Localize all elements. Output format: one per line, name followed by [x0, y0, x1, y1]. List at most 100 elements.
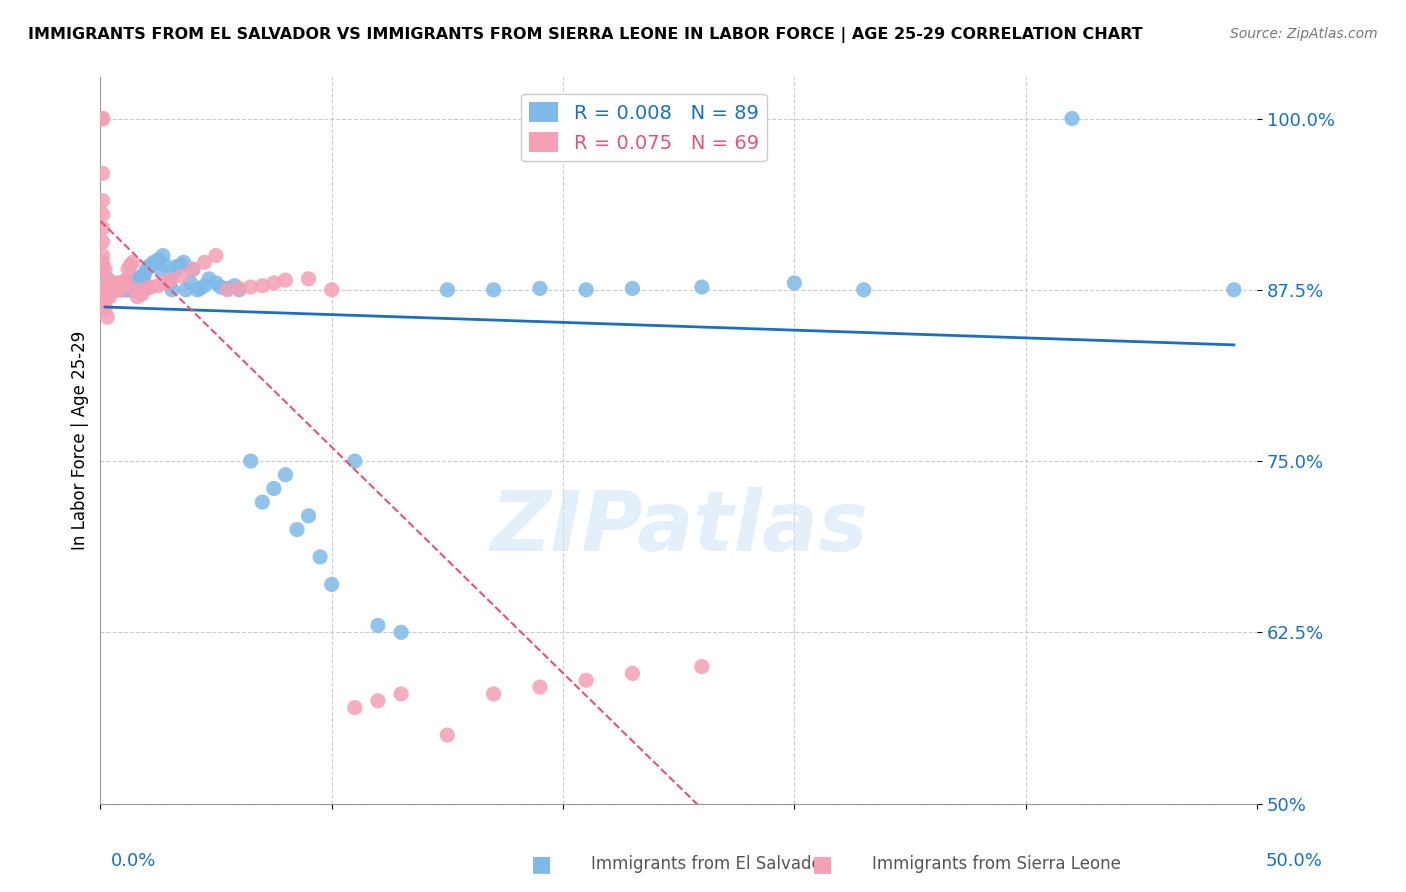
Point	[309, 549, 332, 564]
Point	[482, 283, 505, 297]
Point	[112, 276, 135, 290]
Point	[103, 277, 125, 292]
Point	[389, 687, 412, 701]
Point	[110, 283, 132, 297]
Point	[321, 577, 343, 591]
Point	[852, 283, 875, 297]
Point	[148, 252, 170, 267]
Point	[343, 700, 366, 714]
Point	[159, 273, 181, 287]
Point	[89, 112, 111, 126]
Point	[94, 296, 117, 310]
Point	[112, 280, 135, 294]
Point	[141, 280, 163, 294]
Point	[91, 248, 114, 262]
Point	[105, 283, 128, 297]
Point	[783, 276, 806, 290]
Point	[101, 283, 124, 297]
Point	[152, 248, 174, 262]
Point	[112, 276, 135, 290]
Point	[1223, 283, 1246, 297]
Point	[239, 280, 262, 294]
Point	[89, 112, 111, 126]
Text: 0.0%: 0.0%	[111, 852, 156, 870]
Point	[188, 281, 211, 295]
Point	[228, 283, 250, 297]
Point	[141, 258, 163, 272]
Point	[98, 290, 121, 304]
Text: ZIPatlas: ZIPatlas	[489, 487, 868, 568]
Point	[198, 272, 221, 286]
Point	[110, 280, 132, 294]
Point	[89, 112, 111, 126]
Point	[1060, 112, 1083, 126]
Point	[89, 112, 111, 126]
Point	[436, 283, 458, 297]
Point	[529, 680, 551, 694]
Point	[94, 283, 117, 297]
Point	[163, 265, 186, 279]
Point	[297, 508, 319, 523]
Point	[110, 283, 132, 297]
Point	[153, 258, 176, 272]
Point	[224, 278, 246, 293]
Point	[114, 278, 136, 293]
Point	[120, 275, 142, 289]
Point	[103, 283, 125, 297]
Point	[149, 262, 172, 277]
Point	[135, 278, 157, 293]
Point	[621, 666, 644, 681]
Point	[128, 280, 150, 294]
Point	[117, 283, 139, 297]
Point	[98, 276, 121, 290]
Point	[108, 278, 131, 293]
Point	[105, 280, 128, 294]
Text: Immigrants from Sierra Leone: Immigrants from Sierra Leone	[872, 855, 1121, 872]
Point	[91, 262, 114, 277]
Point	[181, 262, 204, 277]
Point	[121, 255, 143, 269]
Point	[205, 276, 228, 290]
Point	[436, 728, 458, 742]
Point	[108, 276, 131, 290]
Point	[575, 673, 598, 688]
Point	[174, 283, 197, 297]
Point	[173, 255, 195, 269]
Point	[98, 283, 121, 297]
Point	[205, 248, 228, 262]
Point	[117, 262, 139, 277]
Point	[142, 255, 165, 269]
Point	[263, 482, 285, 496]
Point	[96, 290, 118, 304]
Point	[121, 276, 143, 290]
Point	[112, 281, 135, 295]
Point	[367, 618, 389, 632]
Point	[482, 687, 505, 701]
Point	[389, 625, 412, 640]
Point	[103, 283, 125, 297]
Text: ■: ■	[813, 855, 832, 874]
Point	[101, 276, 124, 290]
Point	[96, 277, 118, 292]
Point	[131, 286, 153, 301]
Point	[135, 262, 157, 277]
Point	[91, 194, 114, 208]
Point	[575, 283, 598, 297]
Point	[94, 276, 117, 290]
Point	[94, 262, 117, 277]
Point	[131, 269, 153, 284]
Point	[105, 278, 128, 293]
Point	[217, 281, 239, 295]
Point	[274, 273, 297, 287]
Text: IMMIGRANTS FROM EL SALVADOR VS IMMIGRANTS FROM SIERRA LEONE IN LABOR FORCE | AGE: IMMIGRANTS FROM EL SALVADOR VS IMMIGRANT…	[28, 27, 1143, 43]
Point	[297, 272, 319, 286]
Point	[153, 276, 176, 290]
Point	[186, 283, 208, 297]
Point	[114, 283, 136, 297]
Point	[108, 281, 131, 295]
Point	[180, 276, 202, 290]
Point	[166, 260, 188, 274]
Point	[108, 283, 131, 297]
Point	[103, 276, 125, 290]
Point	[105, 281, 128, 295]
